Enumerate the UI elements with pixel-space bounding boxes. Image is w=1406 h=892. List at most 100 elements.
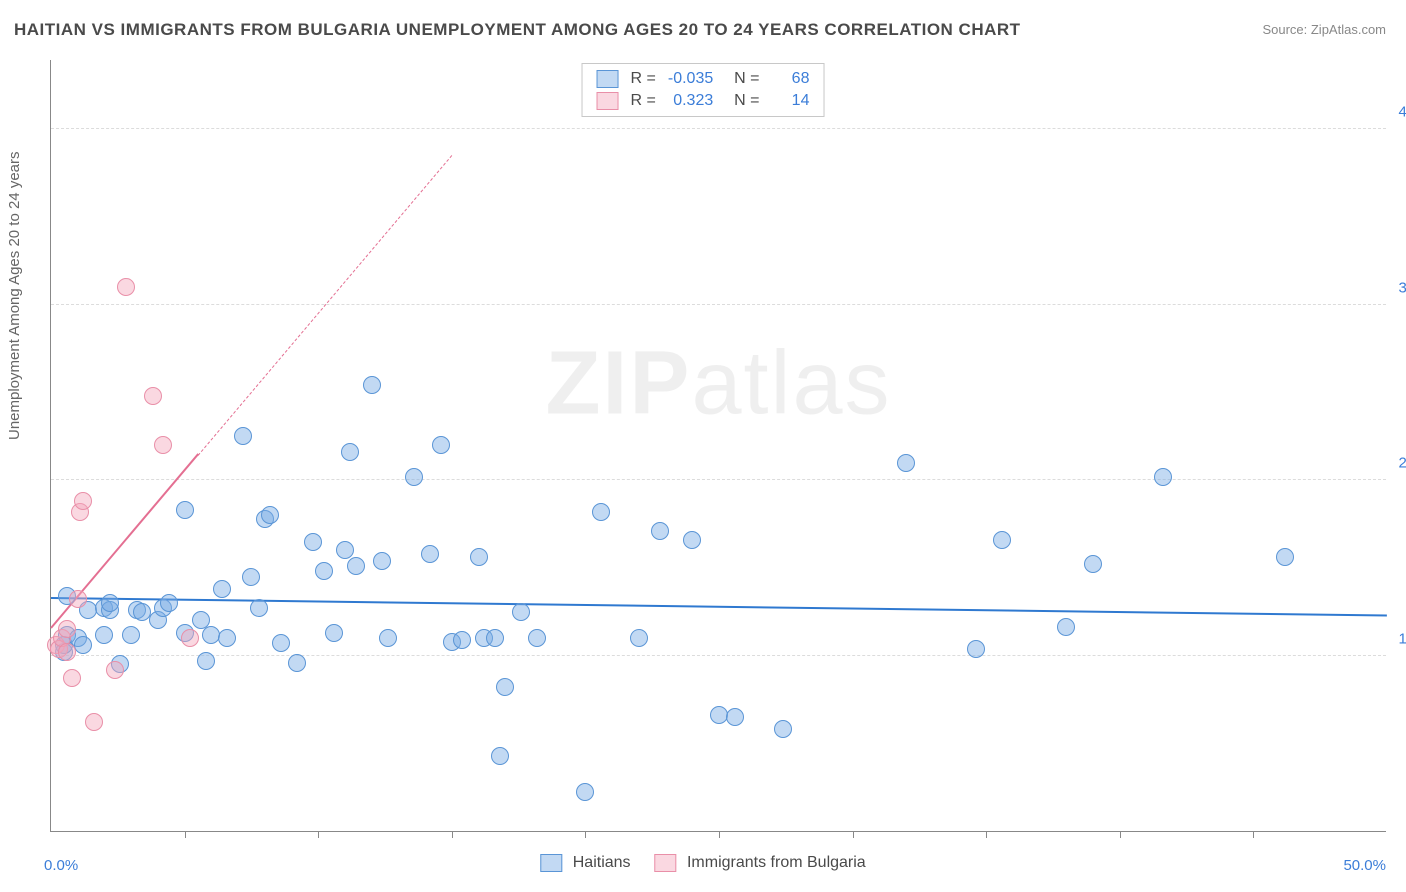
data-point	[181, 629, 199, 647]
data-point	[95, 626, 113, 644]
data-point	[176, 501, 194, 519]
data-point	[373, 552, 391, 570]
n-value: 14	[765, 90, 815, 112]
x-tick	[1253, 831, 1254, 838]
data-point	[405, 468, 423, 486]
x-tick	[986, 831, 987, 838]
data-point	[651, 522, 669, 540]
trend-line	[198, 155, 453, 456]
data-point	[213, 580, 231, 598]
data-point	[74, 492, 92, 510]
y-tick-label: 30.0%	[1398, 279, 1406, 296]
data-point	[1154, 468, 1172, 486]
data-point	[363, 376, 381, 394]
legend-swatch	[540, 854, 562, 872]
watermark: ZIPatlas	[545, 332, 891, 435]
stats-legend-row: R =0.323 N =14	[591, 90, 816, 112]
y-tick-label: 10.0%	[1398, 630, 1406, 647]
scatter-chart: ZIPatlas 10.0%20.0%30.0%40.0%	[50, 60, 1386, 832]
gridline	[51, 128, 1386, 129]
chart-title: HAITIAN VS IMMIGRANTS FROM BULGARIA UNEM…	[14, 20, 1021, 40]
legend-label: Haitians	[568, 854, 630, 871]
data-point	[496, 678, 514, 696]
x-tick	[853, 831, 854, 838]
data-point	[85, 713, 103, 731]
data-point	[528, 629, 546, 647]
x-tick	[318, 831, 319, 838]
data-point	[683, 531, 701, 549]
data-point	[117, 278, 135, 296]
data-point	[630, 629, 648, 647]
data-point	[122, 626, 140, 644]
data-point	[58, 620, 76, 638]
n-label: N =	[719, 90, 765, 112]
data-point	[234, 427, 252, 445]
data-point	[261, 506, 279, 524]
data-point	[470, 548, 488, 566]
y-tick-label: 20.0%	[1398, 455, 1406, 472]
data-point	[69, 590, 87, 608]
legend-swatch	[597, 70, 619, 88]
x-tick	[1120, 831, 1121, 838]
y-tick-label: 40.0%	[1398, 104, 1406, 121]
gridline	[51, 655, 1386, 656]
legend-swatch	[655, 854, 677, 872]
data-point	[993, 531, 1011, 549]
n-label: N =	[719, 68, 765, 90]
data-point	[101, 594, 119, 612]
data-point	[272, 634, 290, 652]
x-axis-start-label: 0.0%	[44, 857, 78, 874]
data-point	[774, 720, 792, 738]
data-point	[218, 629, 236, 647]
r-label: R =	[625, 68, 662, 90]
gridline	[51, 304, 1386, 305]
r-value: 0.323	[662, 90, 719, 112]
data-point	[379, 629, 397, 647]
n-value: 68	[765, 68, 815, 90]
x-tick	[719, 831, 720, 838]
data-point	[897, 454, 915, 472]
data-point	[160, 594, 178, 612]
x-tick	[452, 831, 453, 838]
x-axis-end-label: 50.0%	[1343, 857, 1386, 874]
data-point	[1084, 555, 1102, 573]
data-point	[336, 541, 354, 559]
data-point	[341, 443, 359, 461]
data-point	[967, 640, 985, 658]
data-point	[421, 545, 439, 563]
data-point	[202, 626, 220, 644]
data-point	[1276, 548, 1294, 566]
data-point	[325, 624, 343, 642]
data-point	[58, 643, 76, 661]
data-point	[432, 436, 450, 454]
r-label: R =	[625, 90, 662, 112]
stats-legend-row: R =-0.035 N =68	[591, 68, 816, 90]
r-value: -0.035	[662, 68, 719, 90]
stats-legend: R =-0.035 N =68R =0.323 N =14	[582, 63, 825, 117]
data-point	[347, 557, 365, 575]
data-point	[63, 669, 81, 687]
data-point	[288, 654, 306, 672]
data-point	[154, 436, 172, 454]
legend-swatch	[597, 92, 619, 110]
data-point	[576, 783, 594, 801]
legend-label: Immigrants from Bulgaria	[683, 854, 866, 871]
data-point	[197, 652, 215, 670]
gridline	[51, 479, 1386, 480]
data-point	[315, 562, 333, 580]
x-tick	[185, 831, 186, 838]
data-point	[1057, 618, 1075, 636]
data-point	[144, 387, 162, 405]
series-legend: Haitians Immigrants from Bulgaria	[540, 854, 865, 872]
data-point	[592, 503, 610, 521]
data-point	[242, 568, 260, 586]
data-point	[453, 631, 471, 649]
y-axis-label: Unemployment Among Ages 20 to 24 years	[6, 151, 23, 440]
data-point	[250, 599, 268, 617]
data-point	[74, 636, 92, 654]
data-point	[726, 708, 744, 726]
data-point	[512, 603, 530, 621]
x-tick	[585, 831, 586, 838]
data-point	[106, 661, 124, 679]
data-point	[486, 629, 504, 647]
